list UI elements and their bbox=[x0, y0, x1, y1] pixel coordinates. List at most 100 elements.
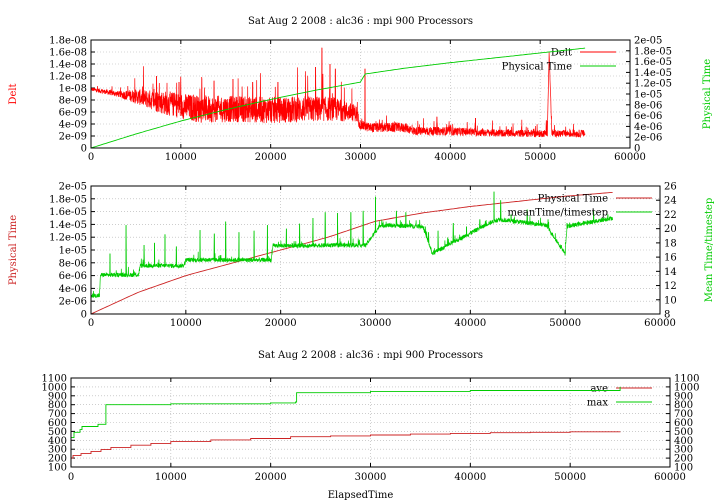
legend-label: max bbox=[587, 398, 608, 409]
y-tick-label-right: 1.6e-05 bbox=[634, 57, 672, 68]
plot-frame bbox=[70, 377, 671, 468]
y-tick-label-right: 26 bbox=[664, 182, 677, 193]
y-tick-label-left: 800 bbox=[48, 400, 67, 411]
x-tick-label: 60000 bbox=[614, 152, 646, 163]
y-tick-label-left: 100 bbox=[48, 463, 67, 474]
y-tick-label-left: 1000 bbox=[42, 382, 67, 393]
y-tick-label-right: 300 bbox=[674, 445, 693, 456]
x-tick-label: 40000 bbox=[454, 472, 486, 483]
y-tick-label-left: 4e-06 bbox=[59, 284, 87, 295]
y-tick-label-right: 700 bbox=[674, 409, 693, 420]
y-tick-label-right: 1100 bbox=[674, 374, 699, 385]
y-tick-label-right: 800 bbox=[674, 400, 693, 411]
x-tick-label: 0 bbox=[68, 472, 74, 483]
legend-label: Delt bbox=[551, 48, 572, 59]
y-tick-label-left: 2e-09 bbox=[59, 132, 87, 143]
y-tick-label-right: 400 bbox=[674, 436, 693, 447]
y-tick-label-left: 1e-05 bbox=[59, 246, 87, 257]
y-tick-label-left: 900 bbox=[48, 391, 67, 402]
x-tick-label: 50000 bbox=[554, 472, 586, 483]
y-tick-label-right: 6e-06 bbox=[634, 111, 662, 122]
x-tick-label: 50000 bbox=[549, 318, 581, 329]
x-tick-label: 30000 bbox=[360, 318, 392, 329]
chart-title: Sat Aug 2 2008 : alc36 : mpi 900 Process… bbox=[258, 350, 483, 361]
x-tick-label: 40000 bbox=[434, 152, 466, 163]
y-tick-label-right: 1000 bbox=[674, 382, 699, 393]
series-line-max bbox=[71, 386, 621, 439]
y-tick-label-right: 2e-06 bbox=[634, 133, 662, 144]
y-tick-label-right: 0 bbox=[634, 144, 640, 155]
y-tick-label-left: 700 bbox=[48, 409, 67, 420]
y-tick-label-right: 18 bbox=[664, 238, 677, 249]
x-tick-label: 0 bbox=[88, 318, 94, 329]
y-tick-label-left: 1.8e-08 bbox=[49, 36, 87, 47]
x-tick-label: 30000 bbox=[355, 472, 387, 483]
y-tick-label-left: 8e-09 bbox=[59, 96, 87, 107]
x-tick-label: 20000 bbox=[265, 318, 297, 329]
y-tick-label-left: 1.8e-05 bbox=[49, 194, 87, 205]
y-tick-label-left: 1.4e-05 bbox=[49, 220, 87, 231]
x-tick-label: 20000 bbox=[255, 472, 287, 483]
y-tick-label-left: 300 bbox=[48, 445, 67, 456]
y-tick-label-right: 1.8e-05 bbox=[634, 46, 672, 57]
chart-panel-2: 0 10000 20000 30000 40000 50000 6000002e-064e-… bbox=[8, 182, 715, 330]
y-tick-label-right: 600 bbox=[674, 418, 693, 429]
y-tick-label-left: 600 bbox=[48, 418, 67, 429]
y-tick-label-left: 6e-06 bbox=[59, 271, 87, 282]
x-tick-label: 50000 bbox=[524, 152, 556, 163]
y-tick-label-left: 1.2e-05 bbox=[49, 233, 87, 244]
y-tick-label-right: 12 bbox=[664, 281, 677, 292]
x-tick-label: 10000 bbox=[170, 318, 202, 329]
y-tick-label-right: 16 bbox=[664, 253, 677, 264]
y-tick-label-right: 8e-06 bbox=[634, 100, 662, 111]
legend-label: Physical Time bbox=[538, 194, 608, 205]
y-tick-label-left: 6e-09 bbox=[59, 108, 87, 119]
y-axis-label-left: Physical Time bbox=[8, 215, 19, 285]
y-tick-label-right: 24 bbox=[664, 196, 677, 207]
y-tick-label-right: 14 bbox=[664, 267, 677, 278]
y-tick-label-left: 1100 bbox=[42, 374, 67, 385]
y-tick-label-left: 1.6e-08 bbox=[49, 48, 87, 59]
y-tick-label-right: 1.2e-05 bbox=[634, 79, 672, 90]
y-tick-label-left: 0 bbox=[81, 144, 87, 155]
y-tick-label-right: 200 bbox=[674, 454, 693, 465]
y-axis-label-left: Delt bbox=[8, 83, 19, 104]
y-tick-label-left: 1.2e-08 bbox=[49, 72, 87, 83]
y-tick-label-right: 8 bbox=[664, 310, 670, 321]
chart-title: Sat Aug 2 2008 : alc36 : mpi 900 Process… bbox=[248, 16, 473, 27]
y-tick-label-right: 900 bbox=[674, 391, 693, 402]
y-tick-label-left: 1.6e-05 bbox=[49, 207, 87, 218]
y-tick-label-left: 2e-06 bbox=[59, 297, 87, 308]
series-line-delt bbox=[91, 47, 586, 138]
y-tick-label-right: 1e-05 bbox=[634, 90, 662, 101]
y-tick-label-right: 1.4e-05 bbox=[634, 68, 672, 79]
y-tick-label-left: 200 bbox=[48, 454, 67, 465]
y-tick-label-left: 2e-05 bbox=[59, 182, 87, 193]
y-tick-label-right: 2e-05 bbox=[634, 36, 662, 47]
series-line-physical-time bbox=[91, 47, 586, 148]
y-tick-label-left: 500 bbox=[48, 427, 67, 438]
y-tick-label-left: 1e-08 bbox=[59, 84, 87, 95]
y-tick-label-left: 400 bbox=[48, 436, 67, 447]
plot-frame bbox=[90, 185, 661, 315]
y-tick-label-right: 22 bbox=[664, 210, 677, 221]
y-tick-label-right: 10 bbox=[664, 295, 677, 306]
y-tick-label-right: 4e-06 bbox=[634, 122, 662, 133]
y-tick-label-right: 100 bbox=[674, 463, 693, 474]
chart-panel-1: Sat Aug 2 2008 : alc36 : mpi 900 Process… bbox=[8, 16, 713, 163]
y-axis-label-right: Physical Time bbox=[702, 59, 713, 129]
y-axis-label-right: Mean Time/timestep bbox=[704, 198, 715, 302]
series-line-physical-time bbox=[91, 191, 613, 314]
y-tick-label-left: 0 bbox=[81, 310, 87, 321]
x-tick-label: 0 bbox=[88, 152, 94, 163]
x-tick-label: 40000 bbox=[454, 318, 486, 329]
x-tick-label: 10000 bbox=[165, 152, 197, 163]
series-line-meantime-timestep bbox=[91, 191, 613, 298]
y-tick-label-right: 20 bbox=[664, 224, 677, 235]
series-line-ave bbox=[71, 431, 621, 459]
x-axis-label: ElapsedTime bbox=[328, 490, 394, 501]
chart-panel-3: Sat Aug 2 2008 : alc36 : mpi 900 Process… bbox=[42, 350, 700, 501]
x-tick-label: 20000 bbox=[255, 152, 287, 163]
legend-label: Physical Time bbox=[502, 62, 572, 73]
